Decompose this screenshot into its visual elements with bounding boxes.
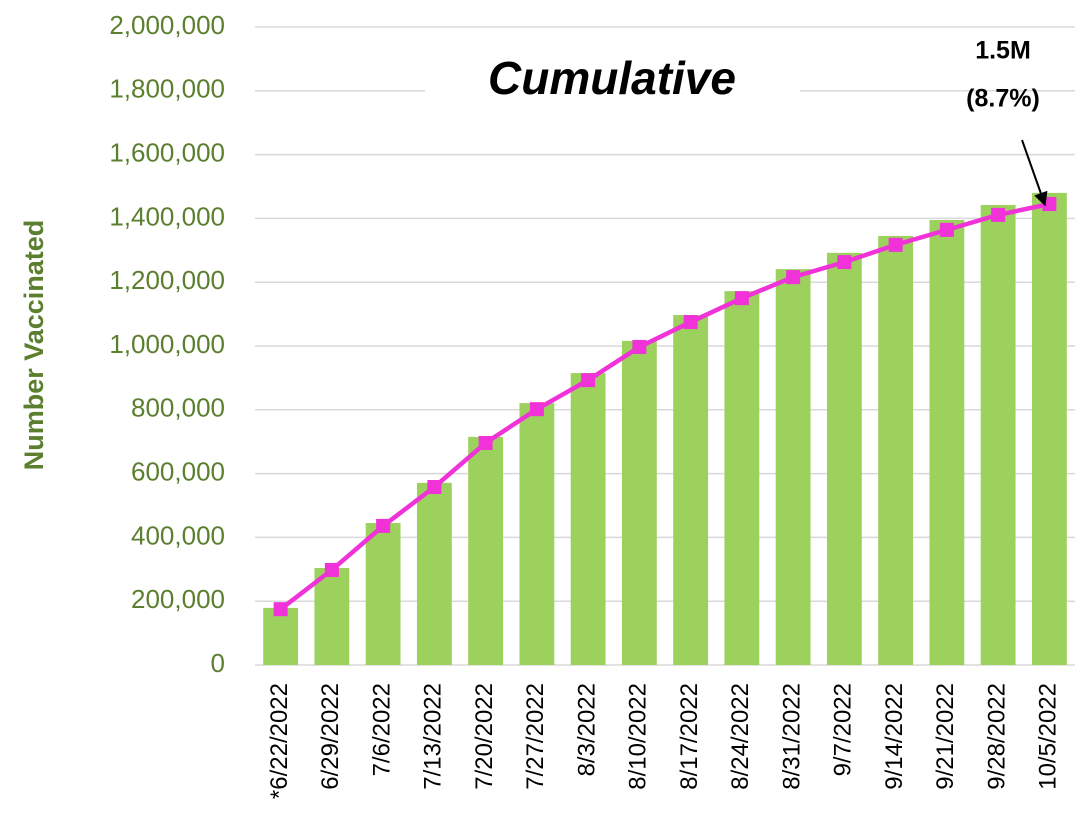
line-marker xyxy=(478,435,493,450)
x-tick-label: 8/3/2022 xyxy=(573,683,600,776)
y-tick-label: 600,000 xyxy=(131,456,225,486)
line-marker xyxy=(991,207,1006,222)
line-marker xyxy=(581,373,596,388)
line-marker xyxy=(632,339,647,354)
bar xyxy=(929,219,965,665)
x-tick-label: *6/22/2022 xyxy=(266,683,293,799)
line-marker xyxy=(837,255,852,270)
y-tick-label: 800,000 xyxy=(131,393,225,423)
y-tick-label: 1,000,000 xyxy=(109,329,225,359)
x-tick-label: 9/7/2022 xyxy=(830,683,857,776)
x-tick-label: 8/10/2022 xyxy=(625,683,652,790)
annotation: (8.7%) xyxy=(966,85,1040,113)
line-marker xyxy=(683,315,698,330)
x-tick-label: 8/17/2022 xyxy=(676,683,703,790)
x-tick-label: 9/14/2022 xyxy=(881,683,908,790)
bar xyxy=(878,235,914,665)
y-tick-label: 400,000 xyxy=(131,520,225,550)
chart-title: Cumulative xyxy=(488,52,736,104)
y-tick-label: 1,400,000 xyxy=(109,201,225,231)
y-tick-label: 1,600,000 xyxy=(109,137,225,167)
line-marker xyxy=(376,518,391,533)
bar xyxy=(775,269,811,665)
x-tick-label: 6/29/2022 xyxy=(317,683,344,790)
bar xyxy=(1031,192,1067,665)
bar xyxy=(416,482,452,665)
line-marker xyxy=(939,222,954,237)
bar xyxy=(519,403,555,665)
line-marker xyxy=(786,270,801,285)
line-marker xyxy=(427,479,442,494)
bar xyxy=(314,568,350,665)
x-tick-label: 10/5/2022 xyxy=(1035,683,1062,790)
x-tick-label: 8/31/2022 xyxy=(778,683,805,790)
bar xyxy=(621,340,657,665)
line-marker xyxy=(734,291,749,306)
bar xyxy=(365,523,401,665)
y-tick-label: 200,000 xyxy=(131,584,225,614)
x-tick-label: 7/27/2022 xyxy=(522,683,549,790)
bar xyxy=(724,291,760,665)
line xyxy=(279,201,1050,611)
y-tick-label: 1,800,000 xyxy=(109,74,225,104)
title-background xyxy=(425,45,800,120)
bar xyxy=(980,205,1016,665)
grid: 0 200,000 400,000 600,000 800,000 1,000,000 1,… xyxy=(109,10,1075,799)
bar xyxy=(263,607,299,665)
line-marker xyxy=(888,237,903,252)
y-tick-label: 2,000,000 xyxy=(109,10,225,40)
bar xyxy=(468,436,504,665)
annotation-arrow xyxy=(1021,139,1048,207)
annotation: 1.5M xyxy=(975,37,1031,65)
x-tick-label: 9/28/2022 xyxy=(983,683,1010,790)
bar xyxy=(570,373,606,665)
bar xyxy=(826,252,862,666)
bar xyxy=(673,315,709,665)
y-tick-label: 0 xyxy=(211,648,225,678)
y-axis-label: Number Vaccinated xyxy=(19,220,49,471)
y-tick-label: 1,200,000 xyxy=(109,265,225,295)
x-tick-label: 7/13/2022 xyxy=(420,683,447,790)
line-marker xyxy=(324,562,339,577)
marks xyxy=(263,192,1067,666)
line-marker xyxy=(529,402,544,417)
x-tick-label: 8/24/2022 xyxy=(727,683,754,790)
x-tick-label: 7/6/2022 xyxy=(368,683,395,776)
x-tick-label: 7/20/2022 xyxy=(471,683,498,790)
x-tick-label: 9/21/2022 xyxy=(932,683,959,790)
line-marker xyxy=(273,602,288,617)
